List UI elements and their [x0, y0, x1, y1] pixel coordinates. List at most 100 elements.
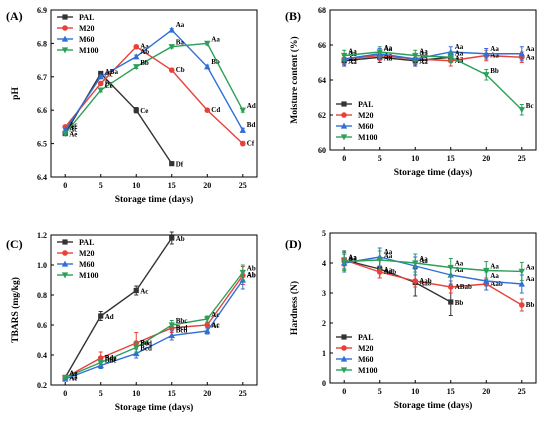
y-tick-label: 5 [322, 229, 326, 238]
data-point [204, 316, 211, 323]
data-point [376, 49, 383, 56]
data-label: Cd [211, 106, 220, 114]
data-point [483, 50, 490, 57]
data-point [133, 107, 139, 113]
series-line [343, 259, 523, 306]
data-label: Ac [211, 311, 219, 319]
data-point [483, 72, 490, 79]
legend-marker [341, 345, 347, 351]
legend-label: PAL [358, 100, 373, 109]
series-line [344, 54, 522, 62]
x-tick-label: 15 [447, 154, 455, 163]
data-point [98, 313, 104, 319]
data-point [133, 53, 140, 60]
data-point [97, 359, 104, 366]
data-label: Ae [69, 375, 77, 383]
series-line [344, 256, 522, 285]
y-tick-label: 6.9 [37, 6, 47, 15]
x-tick-label: 10 [132, 389, 140, 398]
data-label: Aab [490, 280, 503, 288]
data-label: Df [176, 161, 184, 169]
legend-label: M100 [79, 271, 99, 280]
legend-marker [340, 122, 348, 129]
data-label: Aa [526, 45, 535, 53]
data-label: Ce [140, 107, 148, 115]
plot-frame [329, 232, 537, 384]
data-point [447, 264, 454, 271]
legend-marker [340, 134, 348, 141]
y-tick-label: 6.5 [37, 140, 47, 149]
data-label: Ac [69, 123, 77, 131]
panel-letter: (C) [6, 237, 23, 251]
series-line [64, 29, 244, 131]
data-point [204, 327, 211, 334]
data-point [239, 126, 246, 133]
data-point [97, 87, 104, 94]
series-line [64, 42, 244, 135]
data-label: Ac [69, 126, 77, 134]
y-axis-title: Hardness (N) [289, 281, 300, 335]
data-point [168, 26, 175, 33]
y-tick-label: 1.2 [37, 231, 47, 240]
x-tick-label: 20 [203, 389, 211, 398]
legend-label: M100 [79, 46, 99, 55]
y-tick-label: 4 [322, 259, 326, 268]
data-label: ABa [105, 68, 119, 76]
legend: PAL M20 M60 M100 [336, 100, 378, 142]
x-tick-label: 25 [239, 181, 247, 190]
data-point [447, 284, 454, 290]
legend-marker [61, 272, 69, 279]
data-point [376, 269, 383, 275]
data-label: Aa [526, 263, 535, 271]
y-tick-label: 0.8 [37, 291, 47, 300]
data-label: Aa [455, 266, 464, 274]
data-point [412, 278, 419, 284]
data-label: Bd [247, 121, 256, 129]
data-label: Ad [105, 313, 114, 321]
data-label: Ac [69, 121, 77, 129]
y-tick-label: 6.7 [37, 73, 47, 82]
series-line [344, 56, 451, 62]
data-point [448, 299, 454, 305]
data-label: Bcd [140, 345, 152, 353]
legend-label: M60 [79, 260, 95, 269]
legend-marker [341, 101, 347, 107]
data-point [341, 258, 348, 265]
data-point [204, 40, 211, 47]
y-tick-label: 1.0 [37, 261, 47, 270]
data-label: Aa [490, 52, 499, 60]
y-tick-label: 0.6 [37, 321, 47, 330]
x-tick-label: 0 [63, 389, 67, 398]
x-tick-label: 25 [518, 387, 526, 396]
x-axis-title: Storage time (days) [394, 167, 473, 178]
legend-label: M60 [358, 355, 374, 364]
data-label: Aa [419, 257, 428, 265]
data-label: Bb [211, 58, 220, 66]
legend-marker [340, 355, 348, 362]
data-label: Aa [348, 48, 357, 56]
legend-label: M100 [358, 366, 378, 375]
legend-marker [61, 35, 69, 42]
y-axis-title: TBARS (mg/kg) [10, 277, 21, 343]
x-tick-label: 5 [99, 181, 103, 190]
data-label: Aa [211, 35, 220, 43]
series-line [344, 259, 452, 303]
data-point [169, 161, 175, 167]
panel-letter: (A) [6, 9, 23, 23]
data-label: ABab [455, 283, 472, 291]
x-axis-title: Storage time (days) [115, 402, 194, 413]
legend-label: M60 [358, 122, 374, 131]
y-tick-label: 60 [318, 146, 326, 155]
data-point [168, 44, 175, 51]
data-label: Ad [247, 102, 256, 110]
y-tick-label: 64 [318, 76, 326, 85]
legend-label: PAL [79, 13, 94, 22]
data-label: Ba [176, 39, 185, 47]
data-label: Aab [419, 280, 432, 288]
data-point [169, 235, 175, 241]
data-label: Ae [69, 374, 77, 382]
data-point [97, 80, 104, 87]
x-tick-label: 10 [411, 387, 419, 396]
series-line [344, 259, 522, 273]
data-label: Aa [455, 49, 464, 57]
